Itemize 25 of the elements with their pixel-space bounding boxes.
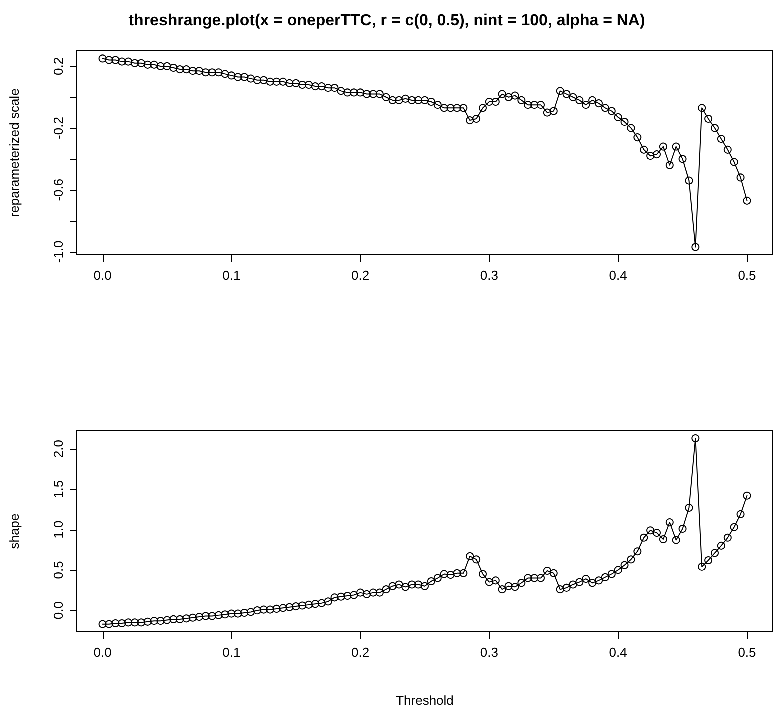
y-tick-label: 0.0 bbox=[51, 602, 66, 620]
x-tick-label: 0.4 bbox=[609, 268, 628, 283]
y-axis-title: shape bbox=[7, 514, 22, 550]
chart-title: threshrange.plot(x = oneperTTC, r = c(0, 0.5), nint = 100, alpha = NA) bbox=[128, 12, 646, 30]
x-tick-label: 0.1 bbox=[222, 645, 241, 660]
x-axis-title: Threshold bbox=[396, 693, 454, 708]
x-tick-label: 0.5 bbox=[738, 645, 756, 660]
y-axis-title: reparameterized scale bbox=[7, 88, 22, 218]
x-tick-label: 0.4 bbox=[609, 645, 628, 660]
x-tick-label: 0.2 bbox=[352, 268, 370, 283]
y-tick-label: -0.6 bbox=[51, 178, 66, 202]
x-tick-label: 0.3 bbox=[480, 268, 498, 283]
x-tick-label: 0.2 bbox=[352, 645, 370, 660]
x-tick-label: 0.5 bbox=[738, 268, 756, 283]
x-tick-label: 0.1 bbox=[222, 268, 241, 283]
y-tick-label: -0.2 bbox=[51, 117, 66, 140]
y-tick-label: 2.0 bbox=[51, 440, 66, 458]
x-tick-label: 0.3 bbox=[480, 645, 498, 660]
x-tick-label: 0.0 bbox=[94, 645, 112, 660]
y-tick-label: 1.0 bbox=[51, 520, 66, 539]
y-tick-label: 0.2 bbox=[51, 57, 66, 76]
y-tick-label: 1.5 bbox=[51, 480, 66, 498]
x-tick-label: 0.0 bbox=[94, 268, 112, 283]
y-tick-label: -1.0 bbox=[51, 240, 66, 264]
y-tick-label: 0.5 bbox=[51, 561, 66, 580]
